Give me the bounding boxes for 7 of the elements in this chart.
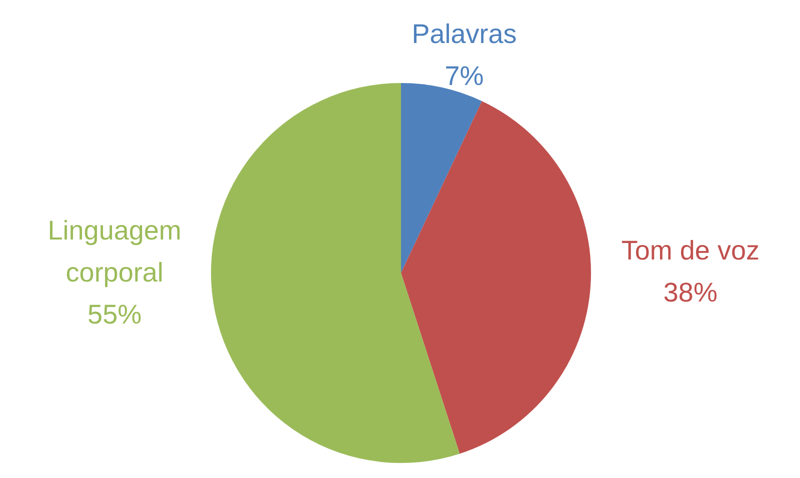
slice-label: Palavras bbox=[412, 18, 517, 49]
slice-label: Linguagem corporal bbox=[48, 215, 182, 288]
data-label: 55% bbox=[88, 299, 142, 330]
slice-label: Tom de voz bbox=[621, 236, 760, 266]
data-label: 7% bbox=[444, 60, 484, 91]
data-label: 38% bbox=[663, 278, 718, 308]
pie-slice bbox=[401, 101, 591, 454]
